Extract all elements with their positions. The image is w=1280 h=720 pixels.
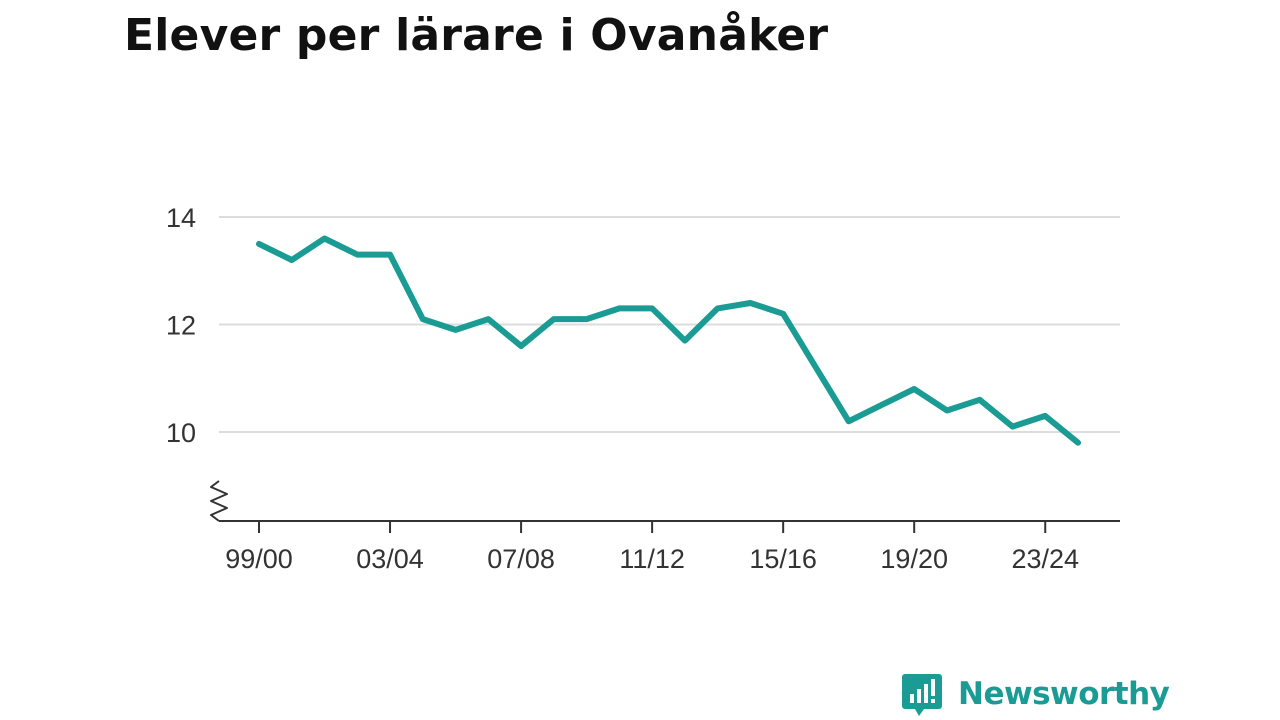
- x-tick-label: 99/00: [225, 544, 293, 574]
- series-line: [256, 235, 1081, 446]
- newsworthy-bar-chart-icon: [902, 674, 942, 716]
- x-tick-label: 19/20: [880, 544, 948, 574]
- x-tick-label: 11/12: [619, 544, 685, 574]
- axis-break-icon: [210, 480, 228, 522]
- brand-name: Newsworthy: [958, 676, 1170, 712]
- y-tick-label: 14: [166, 203, 196, 233]
- x-tick-label: 23/24: [1011, 544, 1079, 574]
- chart-title: Elever per lärare i Ovanåker: [124, 10, 829, 61]
- x-tick-label: 15/16: [749, 544, 817, 574]
- brand-logo: Newsworthy: [902, 670, 1170, 718]
- y-tick-label: 10: [166, 418, 196, 448]
- x-tick-label: 07/08: [487, 544, 555, 574]
- x-tick-label: 03/04: [356, 544, 424, 574]
- y-tick-label: 12: [166, 311, 196, 341]
